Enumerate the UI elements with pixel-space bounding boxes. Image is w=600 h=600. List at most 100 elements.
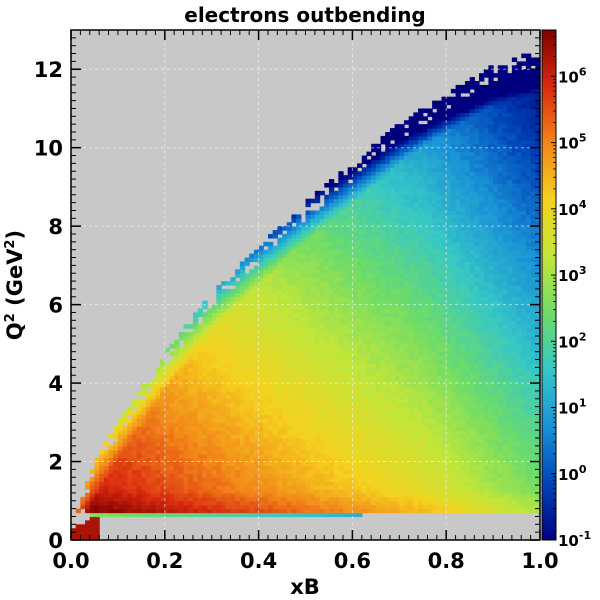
heatmap-cell xyxy=(235,343,241,349)
heatmap-cell xyxy=(380,139,386,145)
heatmap-cell xyxy=(263,285,269,290)
heatmap-cell xyxy=(399,387,405,392)
heatmap-cell xyxy=(225,288,232,294)
heatmap-cell xyxy=(328,355,335,361)
heatmap-cell xyxy=(94,489,100,494)
heatmap-cell xyxy=(436,343,443,349)
heatmap-cell xyxy=(399,324,405,329)
heatmap-cell xyxy=(272,234,278,239)
heatmap-cell xyxy=(361,230,368,235)
heatmap-cell xyxy=(164,473,171,478)
heatmap-cell xyxy=(300,508,307,514)
heatmap-cell xyxy=(108,449,114,455)
heatmap-cell xyxy=(230,300,236,306)
heatmap-cell xyxy=(399,253,405,259)
heatmap-cell xyxy=(239,414,246,419)
heatmap-cell xyxy=(352,492,358,498)
heatmap-cell xyxy=(150,410,157,416)
heatmap-cell xyxy=(441,410,447,416)
heatmap-cell xyxy=(188,402,194,408)
heatmap-cell xyxy=(432,453,438,459)
heatmap-cell xyxy=(338,253,344,259)
heatmap-cell xyxy=(286,496,293,502)
heatmap-cell xyxy=(103,492,110,498)
heatmap-cell xyxy=(113,485,119,490)
heatmap-cell xyxy=(296,473,302,478)
heatmap-cell xyxy=(314,339,321,345)
heatmap-cell xyxy=(207,351,213,357)
heatmap-cell xyxy=(357,285,363,290)
heatmap-cell xyxy=(169,363,175,368)
heatmap-cell xyxy=(352,292,358,298)
heatmap-cell xyxy=(300,312,307,317)
heatmap-cell xyxy=(258,285,264,290)
heatmap-cell xyxy=(183,496,189,502)
heatmap-cell xyxy=(207,343,213,349)
heatmap-cell xyxy=(394,355,400,361)
heatmap-cell xyxy=(272,363,278,368)
heatmap-cell xyxy=(202,445,208,451)
heatmap-cell xyxy=(239,371,246,376)
heatmap-cell xyxy=(164,485,171,490)
heatmap-cell xyxy=(441,492,447,498)
heatmap-cell xyxy=(155,441,161,447)
heatmap-cell xyxy=(357,265,363,270)
heatmap-cell xyxy=(418,496,424,502)
heatmap-cell xyxy=(230,441,236,447)
heatmap-cell xyxy=(408,135,414,141)
heatmap-cell xyxy=(249,379,255,384)
heatmap-cell xyxy=(324,304,330,310)
heatmap-cell xyxy=(136,453,142,459)
heatmap-cell xyxy=(371,328,377,333)
heatmap-cell xyxy=(408,198,414,204)
heatmap-cell xyxy=(385,375,391,380)
heatmap-cell xyxy=(310,406,316,412)
heatmap-cell xyxy=(291,496,297,502)
heatmap-cell xyxy=(305,241,311,247)
heatmap-cell xyxy=(300,402,307,408)
heatmap-cell xyxy=(310,328,316,333)
heatmap-cell xyxy=(352,198,358,204)
heatmap-cell xyxy=(375,218,382,223)
heatmap-cell xyxy=(267,265,274,270)
heatmap-cell xyxy=(131,418,138,423)
heatmap-cell xyxy=(408,426,414,431)
heatmap-cell xyxy=(310,477,316,482)
heatmap-cell xyxy=(244,304,250,310)
heatmap-cell xyxy=(253,469,260,474)
heatmap-cell xyxy=(394,406,400,412)
heatmap-cell xyxy=(328,226,335,231)
heatmap-cell xyxy=(192,449,199,455)
heatmap-cell xyxy=(164,465,171,470)
heatmap-cell xyxy=(108,457,114,463)
heatmap-cell xyxy=(343,312,349,317)
heatmap-cell xyxy=(164,457,171,463)
heatmap-cell xyxy=(296,504,302,510)
heatmap-cell xyxy=(375,390,382,396)
heatmap-cell xyxy=(347,469,353,474)
heatmap-cell xyxy=(319,383,325,388)
heatmap-cell xyxy=(418,438,424,443)
heatmap-cell xyxy=(422,186,429,192)
heatmap-cell xyxy=(197,398,203,404)
heatmap-cell xyxy=(436,453,443,459)
heatmap-cell xyxy=(399,206,405,212)
heatmap-cell xyxy=(314,226,321,231)
heatmap-cell xyxy=(164,375,171,380)
heatmap-cell xyxy=(427,343,433,349)
heatmap-cell xyxy=(366,167,372,172)
heatmap-cell xyxy=(347,194,353,200)
heatmap-cell xyxy=(427,316,433,321)
heatmap-cell xyxy=(352,375,358,380)
heatmap-cell xyxy=(408,390,414,396)
heatmap-cell xyxy=(235,473,241,478)
heatmap-cell xyxy=(267,320,274,325)
heatmap-cell xyxy=(352,426,358,431)
heatmap-cell xyxy=(347,394,353,400)
heatmap-cell xyxy=(258,461,264,467)
heatmap-cell xyxy=(338,402,344,408)
heatmap-cell xyxy=(230,402,236,408)
heatmap-cell xyxy=(244,453,250,459)
heatmap-cell xyxy=(253,489,260,494)
heatmap-cell xyxy=(207,422,213,427)
